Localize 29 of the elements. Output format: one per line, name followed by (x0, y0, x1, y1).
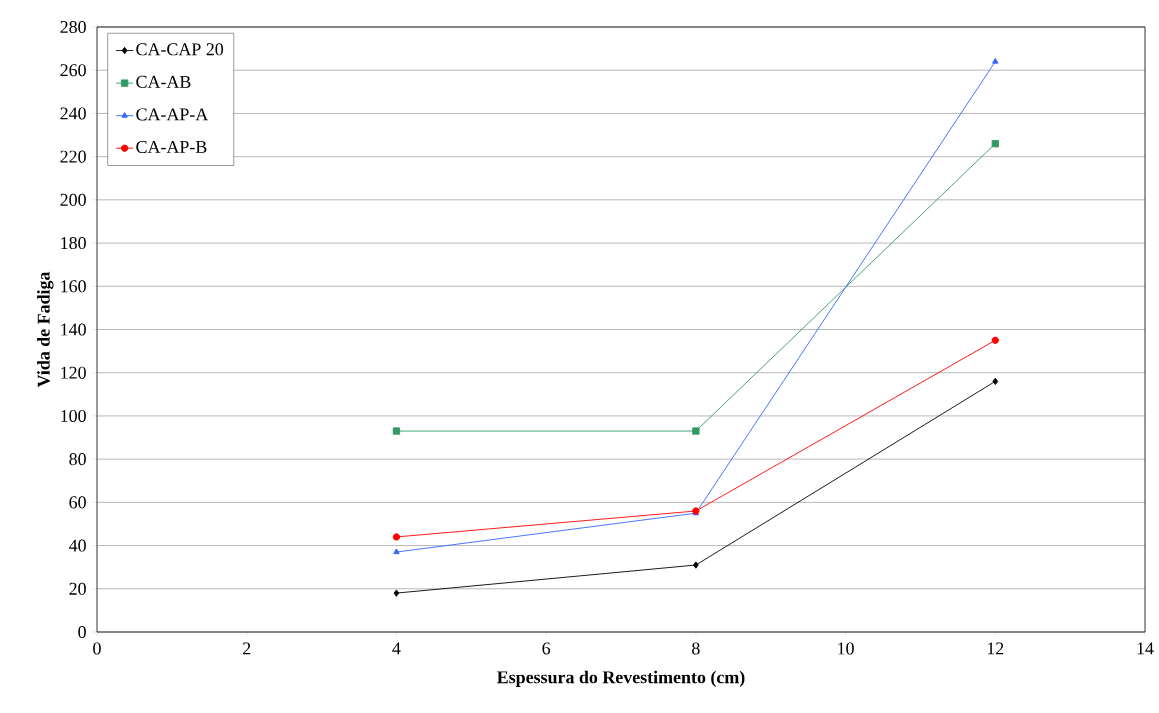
y-tick-label: 220 (60, 150, 86, 163)
y-tick-label: 180 (61, 237, 86, 250)
x-tick-label: 0 (93, 642, 101, 655)
x-axis-title: Espessura do Revestimento (cm) (497, 670, 745, 687)
legend-label: CA-AP-A (136, 108, 209, 121)
y-tick-label: 140 (61, 323, 86, 336)
x-tick-label: 10 (838, 642, 854, 655)
y-tick-label: 160 (61, 280, 86, 293)
legend-label: CA-AB (136, 75, 191, 88)
x-tick-label: 8 (692, 642, 700, 655)
legend-label: CA-AP-B (136, 140, 207, 153)
y-tick-label: 260 (60, 64, 86, 77)
y-tick-label: 280 (60, 20, 86, 34)
y-tick-label: 80 (69, 453, 86, 466)
y-axis-title: Vida de Fadiga (37, 271, 54, 388)
x-tick-label: 2 (243, 642, 251, 655)
y-tick-label: 200 (60, 193, 86, 206)
x-tick-label: 4 (392, 642, 401, 655)
y-tick-label: 40 (68, 539, 86, 552)
x-tick-label: 12 (987, 642, 1004, 655)
y-tick-label: 240 (60, 107, 86, 120)
x-tick-label: 14 (1137, 642, 1154, 655)
y-tick-label: 60 (69, 496, 86, 509)
y-tick-label: 20 (69, 582, 86, 595)
y-tick-label: 100 (61, 409, 86, 422)
y-tick-label: 0 (78, 625, 86, 639)
x-tick-label: 6 (542, 642, 551, 655)
legend-label: CA-CAP 20 (136, 43, 224, 56)
y-tick-label: 120 (61, 366, 86, 379)
